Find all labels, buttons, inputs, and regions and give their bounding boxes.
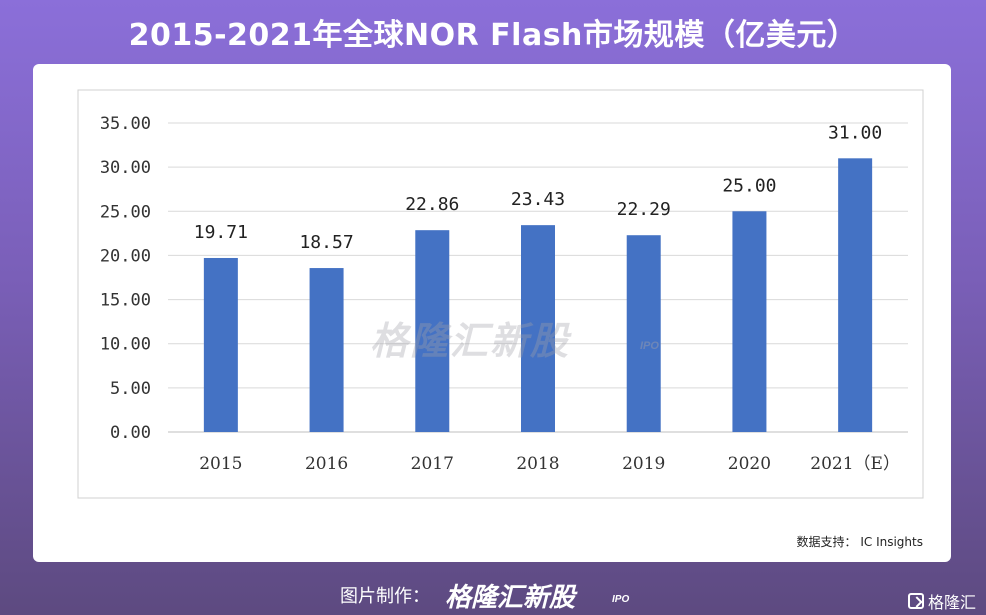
chart-title: 2015-2021年全球NOR Flash市场规模（亿美元）: [128, 18, 858, 53]
chart-card: 0.00 5.00 10.00 15.00 20.00 25.00 30.00 35.00 1…: [33, 64, 951, 562]
bar-chart: 0.00 5.00 10.00 15.00 20.00 25.00 30.00 35.00 1…: [77, 89, 924, 499]
x-tick-label: 2015: [199, 454, 242, 474]
x-tick-label: 2019: [622, 454, 665, 474]
plot-frame: [77, 89, 924, 499]
bar: [626, 235, 661, 432]
bar: [203, 257, 238, 432]
y-tick-label: 35.00: [100, 114, 151, 134]
bar: [521, 225, 555, 432]
data-label: 22.29: [617, 199, 671, 220]
y-tick-label: 25.00: [100, 202, 151, 222]
x-tick-label: 2018: [516, 454, 559, 474]
footer-brand: 格隆汇新股: [445, 583, 576, 613]
bar: [309, 268, 344, 432]
y-tick-label: 15.00: [100, 291, 151, 311]
data-label: 23.43: [511, 189, 565, 210]
bar: [838, 158, 873, 433]
x-tick-label: 2016: [305, 454, 348, 474]
y-tick-label: 10.00: [100, 335, 151, 355]
brand-logo-icon: [907, 593, 924, 609]
bar: [732, 211, 767, 432]
data-label: 31.00: [828, 122, 882, 143]
data-label: 25.00: [722, 175, 776, 196]
x-tick-label: 2021（E）: [810, 454, 900, 474]
y-tick-label: 0.00: [110, 423, 151, 443]
watermark-text: 格隆汇新股: [370, 319, 571, 363]
y-tick-label: 5.00: [110, 379, 151, 399]
footer-brand-suffix: IPO: [612, 594, 630, 605]
footer-logo-text: 格隆汇: [927, 593, 976, 612]
data-label: 22.86: [405, 194, 459, 215]
data-label: 19.71: [194, 222, 248, 243]
data-label: 18.57: [299, 232, 353, 253]
data-source: 数据支持： IC Insights: [796, 535, 923, 549]
x-tick-label: 2020: [728, 454, 771, 474]
y-tick-label: 30.00: [100, 158, 151, 178]
x-tick-label: 2017: [411, 454, 454, 474]
footer-credit-label: 图片制作：: [340, 586, 430, 607]
y-tick-label: 20.00: [100, 246, 151, 266]
watermark-ipo: IPO: [640, 340, 659, 352]
footer-logo: 格隆汇: [907, 589, 976, 613]
bar: [415, 230, 450, 432]
